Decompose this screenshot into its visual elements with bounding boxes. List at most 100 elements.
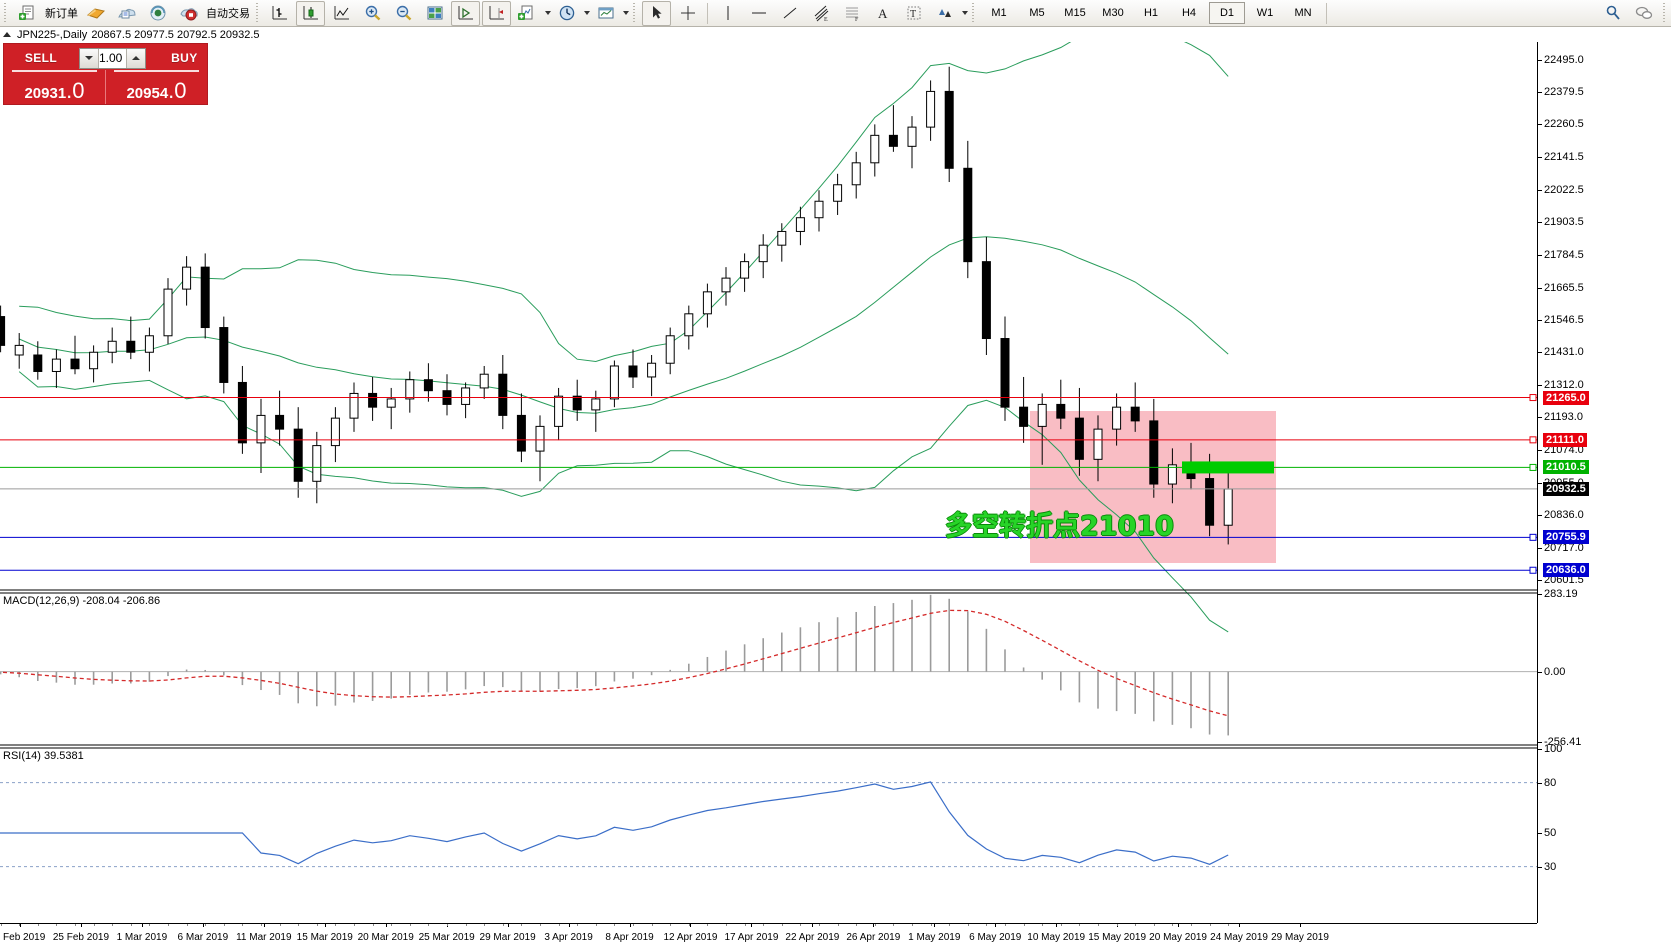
crosshair-icon[interactable]	[673, 1, 702, 26]
price-axis[interactable]: 22495.0 22379.5 22260.5 22141.5 22022.5 21903…	[1537, 42, 1671, 923]
buy-price[interactable]: 20954.0	[106, 70, 207, 104]
candlestick-chart-icon[interactable]	[296, 0, 325, 26]
new-order-label[interactable]: 新订单	[45, 8, 78, 20]
timeframe-w1[interactable]: W1	[1256, 7, 1274, 19]
price-badge-20636-0[interactable]: 20636.0	[1543, 563, 1589, 578]
rsi-axis-label: 80	[1544, 776, 1557, 789]
chart-symbol-bar: JPN225-,Daily 20867.5 20977.5 20792.5 20…	[0, 27, 260, 42]
autotrading-label[interactable]: 自动交易	[206, 8, 250, 20]
level-line-21265-handle[interactable]	[1529, 394, 1537, 402]
time-axis-label: 20 Mar 2019	[357, 932, 414, 943]
price-badge-20755-9[interactable]: 20755.9	[1543, 530, 1589, 545]
chart-shift-icon[interactable]	[482, 0, 511, 26]
period-dropdown-caret[interactable]	[584, 11, 590, 15]
sell-button[interactable]: SELL	[24, 51, 58, 65]
time-axis-minor-tick	[986, 924, 988, 926]
price-badge-21265-0[interactable]: 21265.0	[1543, 390, 1589, 405]
time-axis-label: 22 Apr 2019	[785, 932, 840, 943]
candlestick	[386, 387, 396, 430]
templates-dropdown-caret[interactable]	[623, 11, 629, 15]
lot-size-input[interactable]: 1.00	[99, 51, 123, 65]
market-watch-icon[interactable]	[112, 1, 141, 26]
toolbar-grip-3[interactable]	[631, 3, 638, 23]
search-icon[interactable]	[1598, 1, 1627, 26]
sell-price[interactable]: 20931.0	[4, 70, 106, 104]
period-icon[interactable]	[552, 1, 581, 26]
time-axis-minor-tick	[279, 924, 281, 926]
time-axis[interactable]: 0 Feb 2019 25 Feb 2019 1 Mar 2019 6 Mar 201…	[0, 923, 1537, 948]
text-label-icon[interactable]: T	[899, 1, 928, 26]
vertical-line-icon[interactable]	[713, 1, 742, 26]
shapes-icon[interactable]	[930, 1, 959, 26]
timeframe-mn[interactable]: MN	[1294, 7, 1312, 19]
templates-icon[interactable]	[591, 1, 620, 26]
bar-chart-icon[interactable]	[265, 1, 294, 26]
candlestick	[647, 354, 657, 397]
time-axis-minor-tick	[1228, 924, 1230, 926]
price-axis-tick	[1538, 417, 1542, 419]
candlestick	[0, 305, 6, 353]
lot-decrement-button[interactable]	[80, 48, 99, 68]
toolbar-grip-2[interactable]	[254, 3, 261, 23]
time-axis-label: 20 May 2019	[1149, 932, 1208, 943]
time-axis-minor-tick	[93, 924, 95, 926]
timeframe-d1[interactable]: D1	[1209, 2, 1245, 24]
price-badge-21010-5[interactable]: 21010.5	[1543, 460, 1589, 475]
lot-increment-button[interactable]	[126, 48, 146, 68]
buy-button[interactable]: BUY	[171, 51, 198, 65]
time-axis-minor-tick	[930, 924, 932, 926]
time-axis-minor-tick	[949, 924, 951, 926]
line-chart-icon[interactable]	[327, 1, 356, 26]
green-zone-marker[interactable]	[1182, 461, 1274, 474]
time-axis-label: 25 Feb 2019	[52, 932, 110, 943]
candlestick	[1167, 448, 1177, 504]
timeframe-m1[interactable]: M1	[991, 7, 1007, 19]
auto-scroll-icon[interactable]	[451, 0, 480, 26]
timeframe-h1[interactable]: H1	[1143, 7, 1159, 19]
chart-plot-area[interactable]: 多空转折点21010 MACD(12,26,9) -208.04 -206.86…	[0, 42, 1537, 923]
chat-icon[interactable]	[1629, 1, 1658, 26]
candlestick	[591, 390, 601, 432]
fibonacci-icon[interactable]: F	[837, 1, 866, 26]
time-axis-minor-tick	[0, 924, 2, 926]
timeframe-m15[interactable]: M15	[1064, 7, 1086, 19]
zoom-out-icon[interactable]	[389, 1, 418, 26]
time-axis-minor-tick	[409, 924, 411, 926]
cursor-icon[interactable]	[642, 0, 671, 26]
timeframe-h4[interactable]: H4	[1181, 7, 1197, 19]
indicators-icon[interactable]	[513, 1, 542, 26]
navigator-icon[interactable]	[143, 1, 172, 26]
profiles-icon[interactable]	[81, 1, 110, 26]
shapes-dropdown-caret[interactable]	[962, 11, 968, 15]
autotrading-icon[interactable]	[174, 1, 203, 26]
horizontal-line-icon[interactable]	[744, 1, 773, 26]
candlestick	[498, 354, 508, 430]
time-axis-minor-tick	[614, 924, 616, 926]
candlestick	[628, 349, 638, 388]
trendline-icon[interactable]	[775, 1, 804, 26]
toolbar-grip-4[interactable]	[970, 3, 977, 23]
new-order-icon[interactable]	[13, 1, 42, 26]
level-line-20755-handle[interactable]	[1529, 533, 1537, 541]
price-badge-21111-0[interactable]: 21111.0	[1543, 432, 1587, 447]
tile-windows-icon[interactable]	[420, 1, 449, 26]
equidistant-channel-icon[interactable]: E	[806, 1, 835, 26]
toolbar-grip-5[interactable]	[1661, 3, 1668, 23]
level-line-21111-handle[interactable]	[1529, 436, 1537, 444]
timeframe-m5[interactable]: M5	[1029, 7, 1045, 19]
zoom-in-icon[interactable]	[358, 1, 387, 26]
price-badge-20932-5[interactable]: 20932.5	[1543, 481, 1589, 496]
lot-size-stepper[interactable]: 1.00	[79, 47, 147, 69]
level-line-21010-handle[interactable]	[1529, 463, 1537, 471]
candlestick	[1093, 415, 1103, 482]
time-axis-minor-tick	[242, 924, 244, 926]
timeframe-m30[interactable]: M30	[1102, 7, 1124, 19]
collapse-icon[interactable]	[3, 32, 11, 37]
toolbar-grip[interactable]	[2, 3, 9, 23]
macd-axis-label: 0.00	[1544, 665, 1566, 678]
candlestick	[405, 371, 415, 413]
candlestick	[1074, 387, 1084, 476]
indicators-dropdown-caret[interactable]	[545, 11, 551, 15]
text-icon[interactable]: A	[868, 1, 897, 26]
level-line-20636-handle[interactable]	[1529, 566, 1537, 574]
